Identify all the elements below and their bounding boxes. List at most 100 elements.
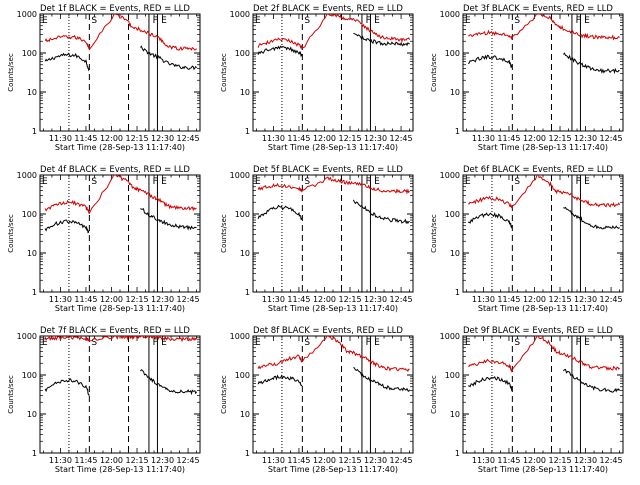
panel-det-6: Det 6f BLACK = Events, RED = LLD 1 10 100 10… (430, 165, 624, 313)
marker-label: S (514, 338, 520, 348)
x-tick-label: 12:15 (338, 456, 361, 465)
x-tick-label: 12:30 (151, 134, 174, 143)
x-axis-label: Start Time (28-Sep-13 11:17:40) (478, 143, 608, 152)
y-axis-label: Counts/sec (220, 214, 228, 253)
panel-det-9: Det 9f BLACK = Events, RED = LLD 1 10 100 10… (430, 326, 624, 474)
series-events-line (257, 374, 303, 387)
series-events-line (468, 376, 513, 392)
x-tick-label: 12:30 (364, 134, 387, 143)
x-tick-label: 12:15 (548, 456, 571, 465)
x-tick-label: 11:45 (287, 134, 310, 143)
marker-label: E (465, 338, 471, 348)
x-tick-label: 11:45 (287, 295, 310, 304)
y-tick-label: 1000 (440, 332, 460, 341)
series-events-line (140, 45, 197, 71)
panel-title: Det 4f BLACK = Events, RED = LLD (40, 165, 190, 175)
y-tick-label: 1 (32, 288, 37, 297)
marker-label: E (42, 338, 48, 348)
y-tick-label: 1000 (17, 332, 37, 341)
panel-det-7: Det 7f BLACK = Events, RED = LLD 1 10 100 10… (7, 326, 201, 474)
x-axis-label: Start Time (28-Sep-13 11:17:40) (268, 304, 398, 313)
series-events-line (44, 219, 90, 234)
x-tick-label: 11:45 (74, 295, 97, 304)
marker-label: S (304, 338, 310, 348)
y-tick-label: 1 (455, 449, 460, 458)
plot-frame (462, 335, 624, 454)
x-tick-label: 11:45 (74, 134, 97, 143)
y-tick-label: 10 (240, 249, 250, 258)
marker-label: E (584, 16, 590, 26)
marker-label: F (153, 16, 158, 26)
marker-label: E (255, 338, 261, 348)
series-events-line (257, 45, 303, 58)
panel-title: Det 8f BLACK = Events, RED = LLD (253, 326, 403, 336)
marker-label: E (161, 338, 167, 348)
x-tick-label: 12:45 (600, 456, 623, 465)
y-tick-label: 10 (450, 88, 460, 97)
y-tick-label: 100 (235, 371, 250, 380)
plot-frame (462, 13, 624, 132)
panel-title: Det 3f BLACK = Events, RED = LLD (463, 4, 613, 14)
series-lld-line (257, 176, 410, 195)
y-tick-label: 1 (32, 449, 37, 458)
x-tick-label: 12:15 (338, 295, 361, 304)
marker-label: S (514, 177, 520, 187)
panel-det-2: Det 2f BLACK = Events, RED = LLD 1 10 100 10… (220, 4, 414, 152)
y-tick-label: 100 (445, 210, 460, 219)
x-tick-label: 12:30 (574, 295, 597, 304)
marker-label: S (91, 177, 97, 187)
x-tick-label: 11:30 (262, 295, 285, 304)
series-events-line (353, 366, 411, 393)
marker-label: S (304, 16, 310, 26)
y-tick-label: 100 (22, 371, 37, 380)
x-tick-label: 12:30 (151, 456, 174, 465)
series-lld-line (44, 336, 197, 343)
y-axis-label: Counts/sec (430, 214, 438, 253)
series-lld-line (257, 336, 410, 372)
x-axis-label: Start Time (28-Sep-13 11:17:40) (478, 465, 608, 474)
x-tick-label: 11:30 (49, 456, 72, 465)
x-tick-label: 11:45 (497, 295, 520, 304)
marker-label: E (374, 177, 380, 187)
marker-label: E (465, 177, 471, 187)
x-tick-label: 12:45 (177, 134, 200, 143)
panel-title: Det 6f BLACK = Events, RED = LLD (463, 165, 613, 175)
series-events-line (257, 204, 303, 221)
y-tick-label: 10 (450, 249, 460, 258)
y-tick-label: 1 (245, 449, 250, 458)
marker-label: F (366, 338, 371, 348)
plot-frame (252, 174, 414, 293)
plot-frame (39, 174, 201, 293)
panel-title: Det 1f BLACK = Events, RED = LLD (40, 4, 190, 14)
y-tick-label: 10 (240, 410, 250, 419)
y-axis-label: Counts/sec (7, 375, 15, 414)
marker-label: F (576, 177, 581, 187)
x-tick-label: 11:30 (472, 456, 495, 465)
y-tick-label: 1000 (17, 171, 37, 180)
marker-label: E (584, 177, 590, 187)
y-tick-label: 1 (245, 288, 250, 297)
x-tick-label: 12:15 (125, 456, 148, 465)
x-tick-label: 11:45 (497, 456, 520, 465)
marker-label: F (153, 177, 158, 187)
marker-label: E (42, 16, 48, 26)
marker-label: S (91, 338, 97, 348)
marker-label: E (255, 16, 261, 26)
x-tick-label: 12:45 (390, 456, 413, 465)
series-lld-line (468, 336, 620, 373)
y-tick-label: 10 (27, 249, 37, 258)
y-tick-label: 1000 (440, 10, 460, 19)
y-tick-label: 100 (22, 49, 37, 58)
marker-label: F (576, 16, 581, 26)
series-lld-line (468, 14, 620, 41)
x-tick-label: 12:30 (364, 295, 387, 304)
x-tick-label: 12:45 (600, 134, 623, 143)
y-tick-label: 1000 (17, 10, 37, 19)
x-tick-label: 11:30 (472, 134, 495, 143)
series-events-line (140, 369, 198, 396)
series-lld-line (468, 175, 621, 210)
y-tick-label: 100 (22, 210, 37, 219)
y-tick-label: 10 (27, 88, 37, 97)
x-tick-label: 11:45 (287, 456, 310, 465)
